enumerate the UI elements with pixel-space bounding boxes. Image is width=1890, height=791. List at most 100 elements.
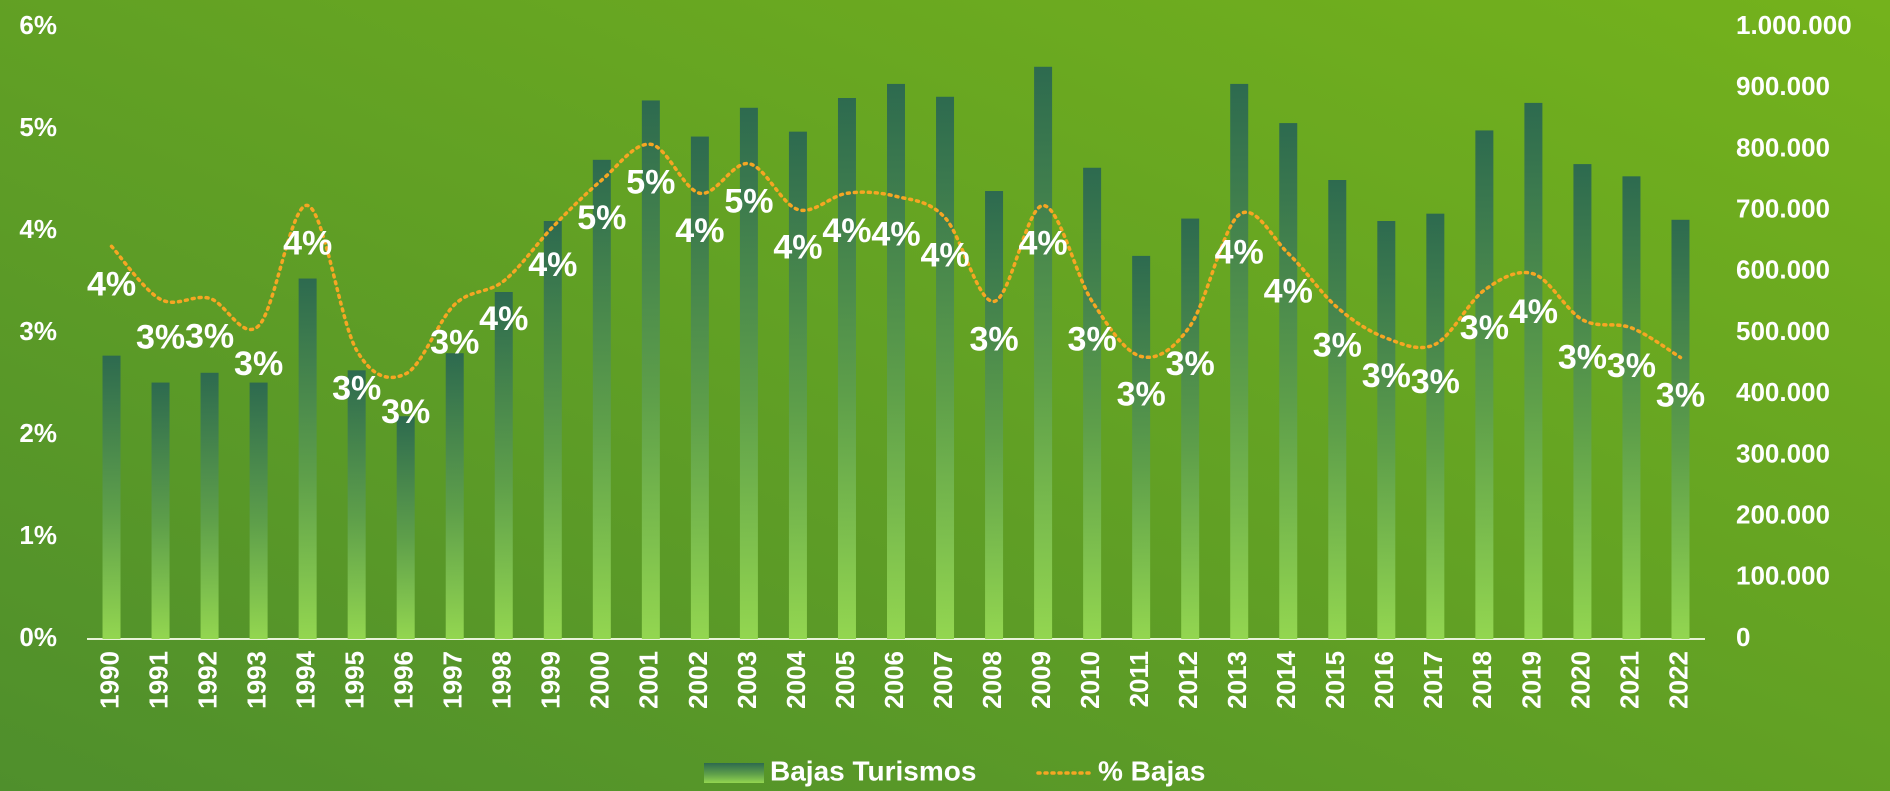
- x-tick-label: 2022: [1663, 651, 1693, 709]
- bar: [397, 416, 415, 639]
- bar: [495, 292, 513, 639]
- x-tick-label: 1994: [291, 650, 321, 708]
- x-tick-label: 2014: [1271, 650, 1301, 708]
- data-label: 3%: [185, 317, 234, 355]
- x-tick-label: 2006: [879, 651, 909, 709]
- x-tick-label: 2003: [732, 651, 762, 709]
- data-label: 3%: [1558, 339, 1607, 377]
- x-tick-label: 1998: [487, 651, 517, 709]
- data-label: 4%: [87, 265, 136, 303]
- x-tick-label: 2008: [977, 651, 1007, 709]
- bar: [1132, 256, 1150, 639]
- x-tick-label: 1996: [389, 651, 419, 709]
- bar: [1083, 168, 1101, 639]
- data-label: 4%: [283, 224, 332, 262]
- x-tick-label: 2015: [1320, 651, 1350, 709]
- y2-tick-label: 800.000: [1736, 132, 1830, 162]
- x-tick-label: 1992: [192, 651, 222, 709]
- data-label: 4%: [1215, 234, 1264, 272]
- data-label: 4%: [675, 212, 724, 250]
- x-tick-label: 1990: [94, 651, 124, 709]
- x-tick-label: 2013: [1222, 651, 1252, 709]
- bar: [1622, 176, 1640, 639]
- data-label: 4%: [822, 212, 871, 250]
- data-label: 3%: [1313, 326, 1362, 364]
- bar: [887, 84, 905, 639]
- bar: [250, 383, 268, 639]
- x-tick-label: 2010: [1075, 651, 1105, 709]
- y2-tick-label: 0: [1736, 622, 1750, 652]
- x-tick-label: 2020: [1565, 651, 1595, 709]
- y-tick-label: 1%: [19, 520, 57, 550]
- page: {"chart_data":{"type":"bar-line", "categ…: [0, 0, 1890, 791]
- x-tick-label: 2005: [830, 651, 860, 709]
- x-tick-label: 2000: [585, 651, 615, 709]
- bar: [1475, 130, 1493, 639]
- data-label: 4%: [1509, 293, 1558, 331]
- bar: [1181, 219, 1199, 639]
- legend-label: % Bajas: [1098, 755, 1205, 786]
- bar: [152, 383, 170, 639]
- data-label: 3%: [430, 323, 479, 361]
- bar: [838, 98, 856, 639]
- bar: [1279, 123, 1297, 639]
- bar: [985, 191, 1003, 639]
- legend-label: Bajas Turismos: [770, 755, 976, 786]
- y-tick-label: 6%: [19, 10, 57, 40]
- data-label: 3%: [234, 345, 283, 383]
- y-tick-label: 2%: [19, 418, 57, 448]
- data-label: 3%: [1411, 363, 1460, 401]
- y2-tick-label: 400.000: [1736, 377, 1830, 407]
- bar: [1377, 221, 1395, 639]
- data-label: 3%: [1117, 375, 1166, 413]
- y2-tick-label: 900.000: [1736, 71, 1830, 101]
- y2-tick-label: 700.000: [1736, 193, 1830, 223]
- y-tick-label: 5%: [19, 112, 57, 142]
- bar: [1034, 67, 1052, 639]
- x-tick-label: 2018: [1467, 651, 1497, 709]
- x-tick-label: 1991: [143, 651, 173, 709]
- data-label: 5%: [577, 199, 626, 237]
- x-tick-label: 2017: [1418, 651, 1448, 709]
- data-label: 4%: [1019, 224, 1068, 262]
- y2-tick-label: 100.000: [1736, 561, 1830, 591]
- data-label: 3%: [1362, 357, 1411, 395]
- data-label: 5%: [626, 163, 675, 201]
- data-label: 3%: [136, 318, 185, 356]
- bar: [1573, 164, 1591, 639]
- data-label: 4%: [920, 237, 969, 275]
- bar: [1671, 220, 1689, 639]
- data-label: 4%: [773, 229, 822, 267]
- y2-tick-label: 500.000: [1736, 316, 1830, 346]
- data-label: 3%: [1068, 320, 1117, 358]
- bar: [299, 279, 317, 639]
- x-tick-label: 2012: [1173, 651, 1203, 709]
- data-label: 3%: [969, 320, 1018, 358]
- data-label: 3%: [1607, 347, 1656, 385]
- data-label: 4%: [871, 215, 920, 253]
- bar: [348, 370, 366, 639]
- y2-tick-label: 1.000.000: [1736, 10, 1852, 40]
- x-tick-label: 2002: [683, 651, 713, 709]
- data-label: 3%: [332, 369, 381, 407]
- x-tick-label: 2021: [1614, 651, 1644, 709]
- legend-swatch: [704, 763, 764, 783]
- bar: [201, 373, 219, 639]
- y-tick-label: 3%: [19, 316, 57, 346]
- x-tick-label: 2019: [1516, 651, 1546, 709]
- x-tick-label: 2004: [781, 650, 811, 708]
- y-tick-label: 0%: [19, 622, 57, 652]
- x-tick-label: 1999: [536, 651, 566, 709]
- data-label: 3%: [381, 393, 430, 431]
- chart: 0%1%2%3%4%5%6%0100.000200.000300.000400.…: [0, 0, 1890, 791]
- x-tick-label: 2001: [634, 651, 664, 709]
- x-tick-label: 2009: [1026, 651, 1056, 709]
- data-label: 3%: [1460, 309, 1509, 347]
- bar: [936, 97, 954, 639]
- y2-tick-label: 600.000: [1736, 255, 1830, 285]
- x-tick-label: 2007: [928, 651, 958, 709]
- bar: [1328, 180, 1346, 639]
- y2-tick-label: 200.000: [1736, 499, 1830, 529]
- data-label: 3%: [1166, 345, 1215, 383]
- x-tick-label: 1993: [241, 651, 271, 709]
